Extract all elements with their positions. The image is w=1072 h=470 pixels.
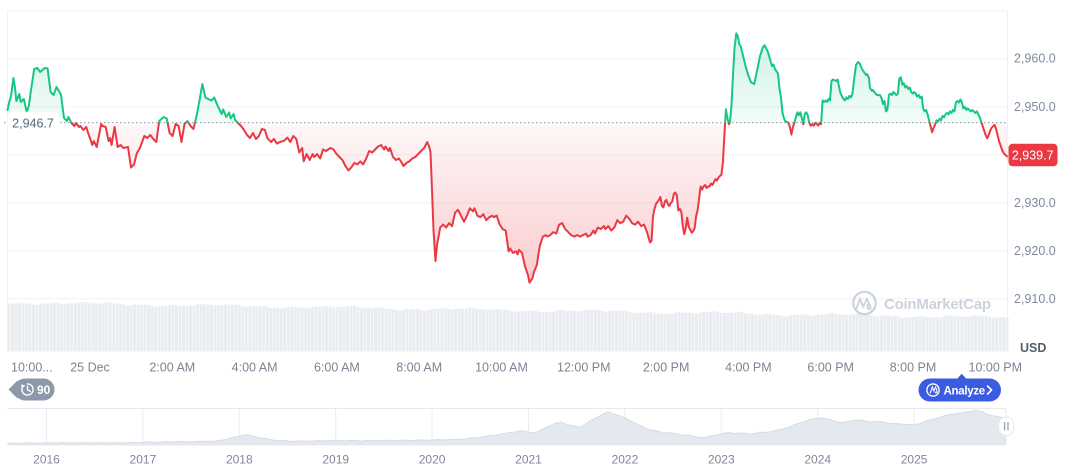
svg-text:2,930.0: 2,930.0 [1014, 196, 1056, 210]
svg-text:2020: 2020 [419, 453, 446, 467]
svg-text:2021: 2021 [515, 453, 542, 467]
svg-text:8:00 PM: 8:00 PM [890, 361, 937, 375]
svg-text:2,939.7: 2,939.7 [1012, 149, 1054, 163]
svg-text:4:00 PM: 4:00 PM [725, 361, 772, 375]
svg-text:USD: USD [1020, 341, 1046, 355]
svg-text:10:00 AM: 10:00 AM [475, 361, 528, 375]
svg-text:2,910.0: 2,910.0 [1014, 292, 1056, 306]
svg-text:8:00 AM: 8:00 AM [396, 361, 442, 375]
svg-text:2,946.7: 2,946.7 [12, 116, 54, 130]
svg-text:6:00 PM: 6:00 PM [807, 361, 854, 375]
svg-text:2019: 2019 [322, 453, 349, 467]
svg-text:CoinMarketCap: CoinMarketCap [884, 296, 991, 313]
svg-text:2:00 PM: 2:00 PM [643, 361, 690, 375]
svg-text:90: 90 [37, 383, 51, 397]
svg-text:2,920.0: 2,920.0 [1014, 244, 1056, 258]
svg-text:2017: 2017 [130, 453, 157, 467]
svg-text:4:00 AM: 4:00 AM [232, 361, 278, 375]
svg-text:2023: 2023 [708, 453, 735, 467]
svg-text:2018: 2018 [226, 453, 253, 467]
svg-text:12:00 PM: 12:00 PM [557, 361, 611, 375]
svg-text:2025: 2025 [901, 453, 928, 467]
svg-text:25 Dec: 25 Dec [70, 361, 110, 375]
svg-text:10:00 PM: 10:00 PM [969, 361, 1023, 375]
svg-text:2022: 2022 [612, 453, 639, 467]
svg-text:2016: 2016 [33, 453, 60, 467]
svg-text:6:00 AM: 6:00 AM [314, 361, 360, 375]
svg-text:Analyze: Analyze [944, 385, 985, 397]
svg-text:2:00 AM: 2:00 AM [149, 361, 195, 375]
svg-text:2024: 2024 [804, 453, 831, 467]
svg-text:2,960.0: 2,960.0 [1014, 52, 1056, 66]
svg-text:10:00...: 10:00... [11, 361, 53, 375]
svg-text:2,950.0: 2,950.0 [1014, 100, 1056, 114]
